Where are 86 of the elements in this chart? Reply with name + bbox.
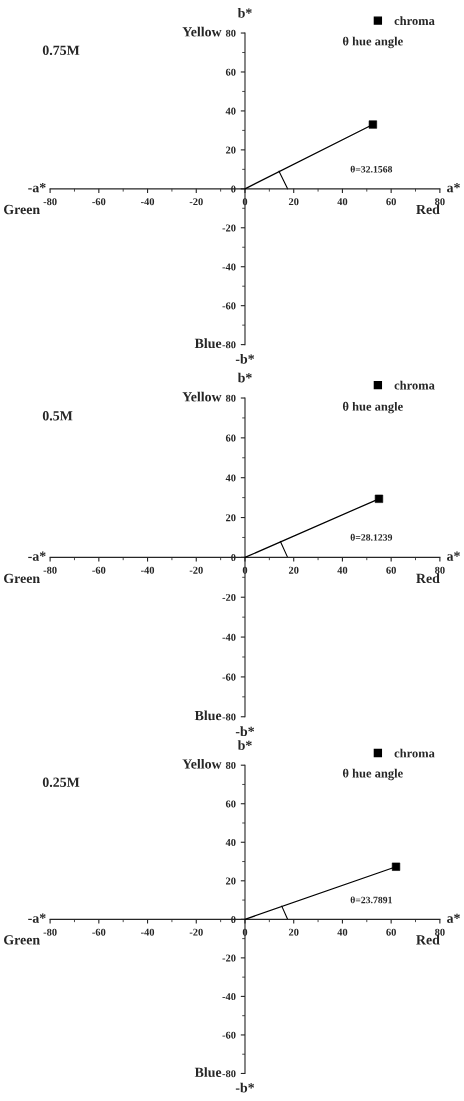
x-tick-label: -40 [140, 198, 155, 206]
y-tick-label: -20 [222, 593, 236, 601]
y-tick-label: -80 [222, 1070, 236, 1078]
x-tick-label: -80 [43, 198, 57, 206]
y-axis-title: b* [237, 740, 252, 751]
legend-label: chroma [394, 380, 435, 390]
annotation: Yellow [182, 758, 222, 769]
x-tick-label: -20 [189, 928, 203, 936]
text: -a* [28, 551, 46, 561]
text: Green [4, 204, 40, 215]
x-tick-label: -20 [189, 198, 203, 206]
x-tick-label: -20 [189, 566, 203, 574]
x-tick-label: 40 [337, 566, 348, 574]
legend-label: chroma [394, 748, 435, 758]
y-tick-label: 20 [225, 514, 236, 522]
annotation: Blue [194, 1067, 222, 1077]
text: -b* [235, 1082, 255, 1093]
y-tick-label: 40 [225, 107, 236, 115]
text: 0.25M [42, 777, 80, 787]
y-tick-label: -40 [222, 993, 236, 1001]
annotation: Blue [194, 338, 222, 349]
x-tick-label: -80 [43, 928, 57, 936]
text: 0.5M [42, 411, 73, 421]
text: -b* [235, 353, 255, 364]
annotation: Red [416, 204, 440, 215]
x-tick-label: -60 [92, 198, 106, 206]
text: Green [4, 935, 40, 945]
annotation: Blue [194, 710, 222, 721]
y-axis-title: b* [237, 7, 252, 18]
x-tick-label: 20 [288, 566, 299, 574]
y-tick-label: 80 [225, 761, 236, 769]
annotation: θ=28.1239 [350, 533, 393, 541]
x-tick-label: 80 [435, 566, 445, 574]
y-tick-label: -40 [222, 263, 236, 271]
y-tick-label: -60 [222, 673, 236, 681]
annotation: Red [416, 573, 440, 584]
x-tick-label: -40 [140, 928, 155, 936]
text: Green [4, 573, 40, 584]
text: -a* [28, 183, 46, 193]
y-tick-label: 80 [225, 29, 236, 37]
annotation: Yellow [182, 26, 222, 37]
y-tick-label: -60 [222, 1031, 236, 1039]
y-tick-label: -80 [222, 713, 236, 721]
x-axis-title: a* [447, 913, 460, 923]
x-tick-label: 80 [435, 198, 445, 206]
annotation: θ=32.1568 [350, 165, 393, 173]
y-axis-title: b* [237, 372, 252, 383]
y-tick-label: 40 [225, 838, 236, 846]
x-tick-label: -60 [92, 928, 106, 936]
y-tick-label: 20 [225, 146, 236, 154]
y-tick-label: -60 [222, 302, 236, 310]
text: 0.75M [42, 45, 80, 56]
x-tick-label: -40 [140, 566, 155, 574]
y-tick-label: -20 [222, 954, 236, 962]
y-tick-label: 0 [231, 185, 236, 193]
x-axis-title: a* [447, 183, 460, 193]
y-tick-label: 60 [225, 800, 236, 808]
x-tick-label: 60 [386, 928, 396, 936]
text: -a* [28, 913, 46, 923]
annotation: Red [416, 934, 440, 945]
y-tick-label: 20 [225, 877, 236, 885]
x-tick-label: 80 [435, 928, 445, 936]
x-tick-label: -60 [92, 566, 106, 574]
x-tick-label: 20 [288, 928, 299, 936]
y-tick-label: 60 [225, 434, 236, 442]
x-tick-label: 60 [386, 198, 396, 206]
text: -b* [235, 726, 255, 737]
y-tick-label: 60 [225, 68, 236, 76]
annotation: θ hue angle [342, 36, 403, 49]
x-tick-label: 0 [242, 198, 248, 206]
x-tick-label: 20 [288, 198, 299, 206]
annotation: θ hue angle [342, 401, 403, 414]
annotation: θ=23.7891 [350, 896, 392, 904]
annotation: Yellow [182, 391, 222, 402]
y-tick-label: 80 [225, 394, 236, 402]
y-tick-label: -20 [222, 224, 236, 232]
y-tick-label: -80 [222, 341, 236, 349]
annotation: θ hue angle [342, 768, 403, 781]
y-tick-label: 40 [225, 474, 236, 482]
legend-label: chroma [394, 16, 435, 26]
x-tick-label: -80 [43, 566, 57, 574]
x-tick-label: 40 [337, 928, 348, 936]
y-tick-label: -40 [222, 633, 236, 641]
x-tick-label: 40 [337, 198, 348, 206]
x-axis-title: a* [447, 551, 460, 561]
x-tick-label: 60 [386, 566, 396, 574]
